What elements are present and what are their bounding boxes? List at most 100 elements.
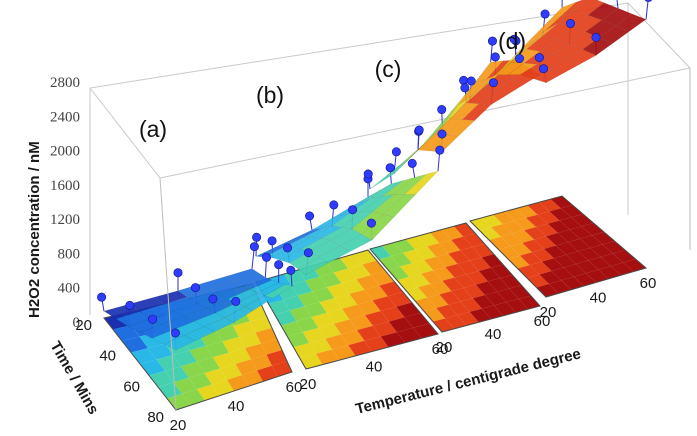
panel-label-3: (c) [375, 56, 402, 82]
data-point [566, 19, 576, 29]
z-tick-label: 1600 [50, 178, 80, 194]
data-point [534, 53, 544, 63]
data-points [97, 0, 653, 338]
contour-cell [364, 336, 389, 352]
contour-cell [489, 236, 511, 250]
contour-cell [250, 317, 272, 333]
contour-cell [498, 246, 520, 259]
contour-cell [272, 361, 292, 377]
contour-cell [529, 261, 552, 275]
contour-cell [430, 280, 452, 295]
contour-cell [442, 226, 464, 240]
temperature-axis-label: Temperature / centigrade degree [354, 345, 583, 417]
contour-cell [409, 273, 431, 288]
contour-cell [548, 280, 571, 294]
stem [616, 0, 619, 9]
contour-cell [508, 255, 530, 269]
tick-labels: 0 400 800 1200 1600 2000 2400 2800 20 40 60 80 20 40 6… [50, 75, 656, 434]
contour-cell [539, 271, 562, 284]
contour-cell [415, 246, 437, 260]
contour-cell [518, 295, 540, 310]
z-tick-label: 2400 [50, 109, 80, 125]
contour-cell [239, 332, 261, 349]
contour-cell [481, 254, 503, 268]
contour-cell [478, 267, 501, 282]
data-point [363, 169, 373, 179]
data-point [125, 300, 135, 310]
contour-cell [610, 262, 634, 276]
contour-cell [612, 250, 636, 263]
contour-cell [457, 311, 479, 326]
contour-cell [305, 276, 327, 292]
contour-cell [516, 205, 538, 218]
contour-cell [514, 217, 536, 231]
contour-cell [427, 294, 449, 308]
contour-cell [281, 321, 303, 337]
contour-cell [319, 272, 342, 288]
contour-cell [551, 267, 574, 281]
temperature-tick-label: 40 [485, 326, 502, 343]
contour-plane-border [369, 222, 541, 333]
contour-cell [568, 238, 591, 252]
contour-cell [357, 300, 381, 316]
contour-cell [113, 325, 140, 341]
contour-cell [436, 304, 458, 319]
contour-cell [563, 264, 586, 277]
temperature-tick-label: 60 [432, 341, 449, 358]
contour-cell [560, 205, 583, 218]
contour-cell [445, 263, 467, 278]
temperature-tick-label: 20 [436, 339, 453, 356]
contour-cell [309, 338, 333, 354]
contour-cell [590, 244, 613, 257]
contour-cell [148, 343, 173, 360]
panel-label-1: (a) [139, 116, 167, 142]
contour-cell [547, 220, 570, 233]
contour-cell [206, 341, 229, 358]
contour-cell [304, 302, 327, 318]
time-tick-label: 80 [147, 409, 164, 426]
contour-cell [326, 308, 350, 324]
temperature-tick-label: 40 [590, 290, 607, 307]
contour-cell [497, 288, 519, 303]
contour-cell [189, 373, 212, 390]
box-top-left-edge [89, 87, 161, 179]
data-point [283, 243, 293, 253]
contour-cell [348, 264, 371, 280]
contour-cell [233, 321, 256, 337]
contour-cell [396, 327, 422, 343]
contour-cell [439, 291, 461, 305]
surface-cell [615, 13, 647, 32]
surface-cell [264, 284, 293, 299]
data-point [591, 32, 601, 42]
z-tick-label: 800 [58, 246, 81, 262]
data-point [644, 0, 653, 2]
contour-cell [493, 211, 515, 225]
contour-cell [623, 259, 646, 272]
contour-cell [500, 233, 523, 247]
contour-plane-border [469, 195, 648, 298]
contour-cell [397, 276, 419, 291]
contour-cell [274, 310, 297, 326]
contour-cell [213, 352, 236, 369]
contour-cell [451, 287, 473, 302]
contour-cell [588, 257, 611, 270]
contour-cell [406, 287, 428, 301]
contour-cell [333, 319, 357, 335]
contour-cell [491, 224, 513, 237]
temperature-tick-label: 40 [228, 398, 245, 415]
contour-cell [463, 233, 485, 247]
contour-cell [460, 247, 482, 261]
contour-cell [204, 368, 227, 385]
contour-cell [580, 235, 603, 248]
contour-cell [536, 283, 559, 297]
contour-cell [197, 357, 220, 374]
contour-cell [354, 250, 377, 265]
data-point [267, 236, 277, 246]
data-point [173, 268, 183, 278]
contour-cell [448, 250, 470, 264]
surface-2 [255, 170, 439, 275]
contour-cell [334, 293, 358, 309]
contour-cell [598, 266, 621, 279]
contour-cell [470, 217, 492, 231]
surfaces [103, 0, 647, 351]
